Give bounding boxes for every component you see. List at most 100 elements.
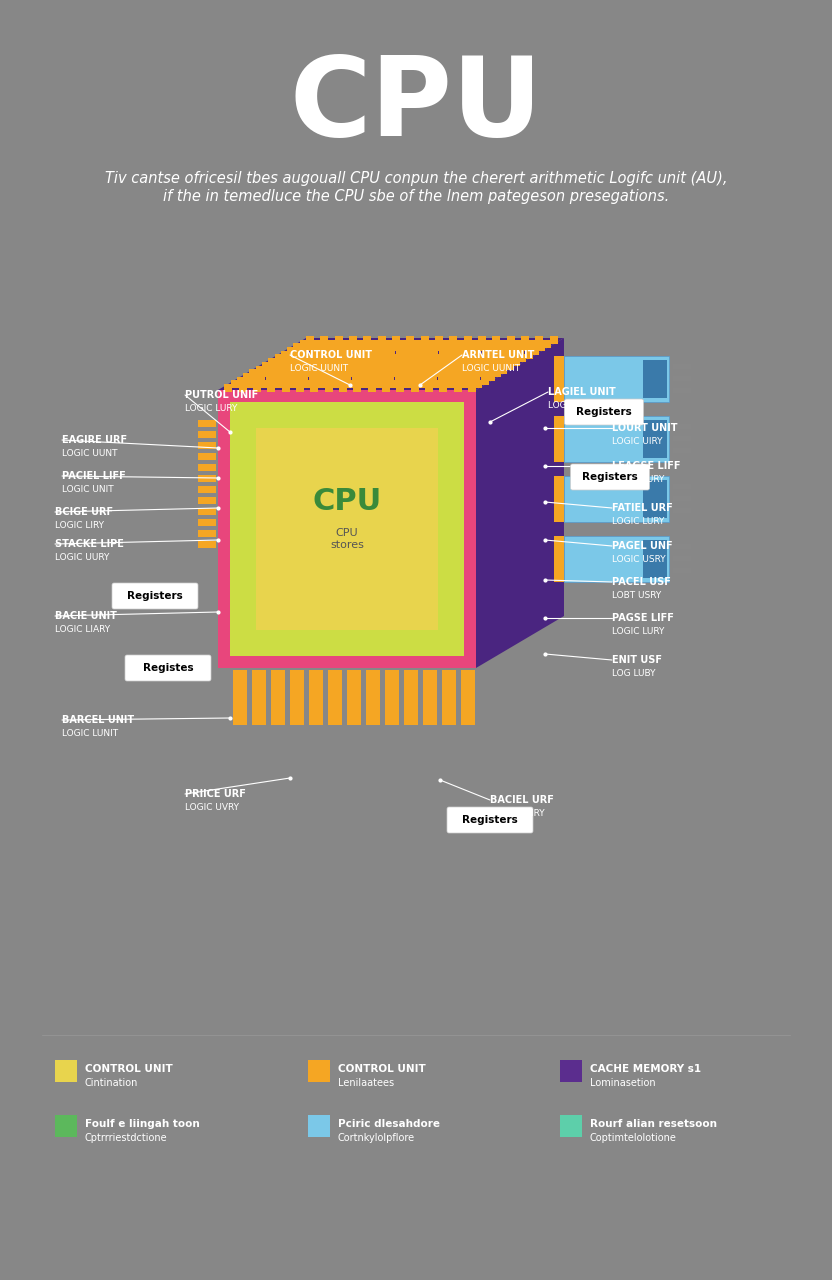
FancyBboxPatch shape — [308, 343, 316, 351]
FancyBboxPatch shape — [481, 376, 488, 385]
FancyBboxPatch shape — [673, 424, 691, 429]
FancyBboxPatch shape — [308, 1115, 330, 1137]
FancyBboxPatch shape — [316, 347, 324, 355]
Text: Tiv cantse ofricesil tbes augouall CPU conpun the cherert arithmetic Logifc unit: Tiv cantse ofricesil tbes augouall CPU c… — [105, 170, 727, 186]
FancyBboxPatch shape — [339, 384, 347, 392]
FancyBboxPatch shape — [443, 339, 451, 348]
FancyBboxPatch shape — [329, 339, 336, 348]
FancyBboxPatch shape — [496, 351, 504, 358]
FancyBboxPatch shape — [286, 372, 295, 381]
Polygon shape — [218, 390, 476, 668]
FancyBboxPatch shape — [198, 431, 216, 438]
Text: Registers: Registers — [127, 591, 183, 602]
FancyBboxPatch shape — [303, 355, 311, 362]
FancyBboxPatch shape — [515, 339, 522, 348]
FancyBboxPatch shape — [125, 655, 211, 681]
Text: CONTROL UNIT: CONTROL UNIT — [290, 349, 372, 360]
Text: LOGIC USRY: LOGIC USRY — [612, 554, 666, 563]
Text: Rourf alian resetsoon: Rourf alian resetsoon — [590, 1119, 717, 1129]
FancyBboxPatch shape — [310, 351, 318, 358]
FancyBboxPatch shape — [340, 358, 348, 366]
FancyBboxPatch shape — [282, 384, 290, 392]
FancyBboxPatch shape — [274, 380, 281, 388]
FancyBboxPatch shape — [440, 358, 448, 366]
Polygon shape — [230, 402, 464, 657]
Text: EAGIRE URF: EAGIRE URF — [62, 435, 127, 445]
Text: Coptimtelolotione: Coptimtelolotione — [590, 1133, 677, 1143]
FancyBboxPatch shape — [354, 384, 361, 392]
FancyBboxPatch shape — [359, 380, 368, 388]
FancyBboxPatch shape — [378, 335, 386, 344]
FancyBboxPatch shape — [419, 362, 428, 370]
FancyBboxPatch shape — [300, 339, 308, 348]
FancyBboxPatch shape — [415, 372, 423, 381]
FancyBboxPatch shape — [458, 372, 466, 381]
Text: LOBT USRY: LOBT USRY — [612, 590, 661, 599]
FancyBboxPatch shape — [554, 476, 564, 522]
FancyBboxPatch shape — [521, 335, 529, 344]
FancyBboxPatch shape — [358, 372, 366, 381]
FancyBboxPatch shape — [352, 376, 359, 385]
FancyBboxPatch shape — [349, 335, 357, 344]
FancyBboxPatch shape — [422, 370, 429, 378]
FancyBboxPatch shape — [543, 339, 552, 348]
Text: Registers: Registers — [582, 472, 638, 483]
FancyBboxPatch shape — [564, 476, 669, 522]
FancyBboxPatch shape — [270, 366, 278, 374]
FancyBboxPatch shape — [454, 358, 463, 366]
FancyBboxPatch shape — [473, 347, 482, 355]
FancyBboxPatch shape — [550, 335, 557, 344]
FancyBboxPatch shape — [423, 376, 431, 385]
FancyBboxPatch shape — [379, 343, 388, 351]
FancyBboxPatch shape — [343, 339, 351, 348]
Text: ENIT USF: ENIT USF — [612, 655, 662, 666]
FancyBboxPatch shape — [328, 669, 342, 724]
FancyBboxPatch shape — [290, 362, 299, 370]
FancyBboxPatch shape — [443, 372, 452, 381]
FancyBboxPatch shape — [438, 376, 446, 385]
FancyBboxPatch shape — [372, 372, 380, 381]
FancyBboxPatch shape — [554, 536, 564, 582]
FancyBboxPatch shape — [560, 1060, 582, 1082]
FancyBboxPatch shape — [344, 372, 351, 381]
FancyBboxPatch shape — [344, 347, 353, 355]
FancyBboxPatch shape — [55, 1060, 77, 1082]
FancyBboxPatch shape — [564, 536, 669, 582]
FancyBboxPatch shape — [447, 355, 454, 362]
FancyBboxPatch shape — [500, 339, 508, 348]
FancyBboxPatch shape — [466, 376, 474, 385]
Text: CPU: CPU — [312, 486, 382, 516]
FancyBboxPatch shape — [324, 351, 332, 358]
FancyBboxPatch shape — [321, 370, 329, 378]
FancyBboxPatch shape — [365, 343, 373, 351]
FancyBboxPatch shape — [414, 366, 421, 374]
FancyBboxPatch shape — [412, 358, 419, 366]
FancyBboxPatch shape — [288, 380, 296, 388]
Text: LAGIEL UNIT: LAGIEL UNIT — [548, 387, 616, 397]
FancyBboxPatch shape — [382, 384, 390, 392]
Text: LOURT UNIT: LOURT UNIT — [612, 422, 677, 433]
FancyBboxPatch shape — [252, 669, 266, 724]
FancyBboxPatch shape — [375, 355, 383, 362]
FancyBboxPatch shape — [416, 347, 424, 355]
FancyBboxPatch shape — [267, 384, 275, 392]
FancyBboxPatch shape — [278, 370, 286, 378]
Text: Lominasetion: Lominasetion — [590, 1078, 656, 1088]
FancyBboxPatch shape — [388, 347, 395, 355]
FancyBboxPatch shape — [389, 380, 396, 388]
FancyBboxPatch shape — [331, 380, 339, 388]
FancyBboxPatch shape — [487, 372, 495, 381]
FancyBboxPatch shape — [448, 362, 457, 370]
FancyBboxPatch shape — [354, 358, 362, 366]
FancyBboxPatch shape — [366, 376, 374, 385]
FancyBboxPatch shape — [311, 358, 319, 366]
FancyBboxPatch shape — [517, 347, 524, 355]
FancyBboxPatch shape — [377, 362, 384, 370]
FancyBboxPatch shape — [385, 669, 399, 724]
FancyBboxPatch shape — [535, 335, 543, 344]
Text: LOGIC UUNIT: LOGIC UUNIT — [462, 364, 520, 372]
FancyBboxPatch shape — [198, 508, 216, 515]
Text: Cortnkylolpflore: Cortnkylolpflore — [338, 1133, 415, 1143]
Text: PUTROL UNIF: PUTROL UNIF — [185, 390, 258, 401]
FancyBboxPatch shape — [460, 380, 468, 388]
